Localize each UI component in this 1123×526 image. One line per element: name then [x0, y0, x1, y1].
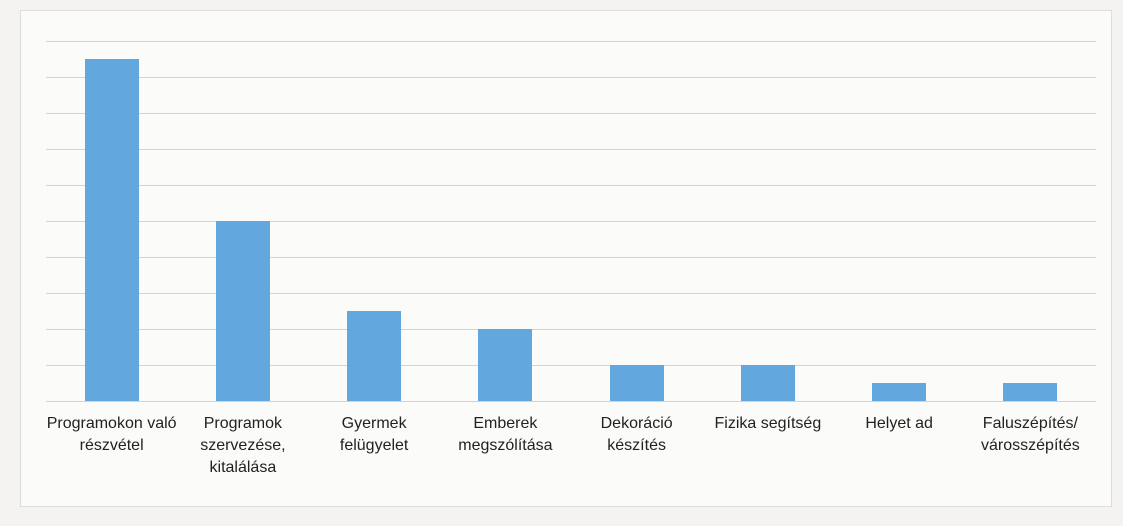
- grid-line: [46, 293, 1096, 294]
- bar: [1003, 383, 1058, 401]
- grid-line: [46, 77, 1096, 78]
- bar: [347, 311, 402, 401]
- x-tick-label: Faluszépítés/ városszépítés: [981, 415, 1080, 454]
- x-tick-label: Programokon való részvétel: [46, 415, 177, 454]
- x-tick-label: Dekoráció készítés: [600, 415, 673, 454]
- bar: [740, 365, 795, 401]
- x-tick-label: Fizika segítség: [714, 415, 822, 432]
- bar: [215, 221, 270, 401]
- grid-line: [46, 185, 1096, 186]
- grid-line: [46, 149, 1096, 150]
- grid-line: [46, 221, 1096, 222]
- grid-line: [46, 329, 1096, 330]
- grid-line: [46, 365, 1096, 366]
- x-tick-label: Programok szervezése, kitalálása: [200, 415, 286, 476]
- bar: [84, 59, 139, 401]
- bar: [872, 383, 927, 401]
- grid-line: [46, 401, 1096, 402]
- bar: [478, 329, 533, 401]
- chart: Programokon való részvétel Programok szer…: [20, 10, 1112, 507]
- x-tick-label: Helyet ad: [865, 415, 933, 432]
- x-tick-label: Gyermek felügyelet: [339, 415, 409, 454]
- bar: [609, 365, 664, 401]
- x-tick-label: Emberek megszólítása: [458, 415, 553, 454]
- grid-line: [46, 113, 1096, 114]
- grid-line: [46, 257, 1096, 258]
- grid-line: [46, 41, 1096, 42]
